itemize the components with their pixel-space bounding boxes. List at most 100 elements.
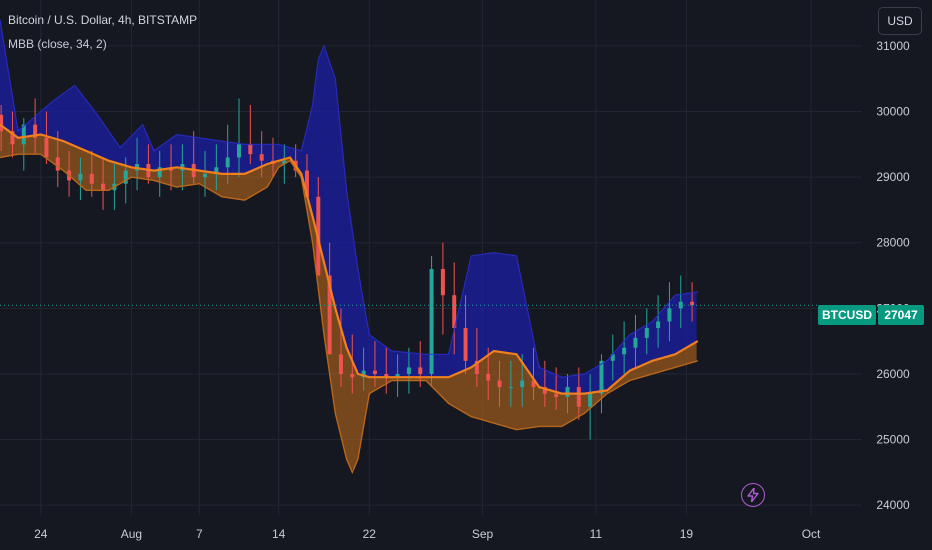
candle-body [486, 373, 491, 381]
x-tick-label: Sep [472, 527, 494, 541]
upper-band-line [0, 19, 698, 378]
candle [418, 341, 423, 388]
candle [248, 104, 253, 165]
indicator-label[interactable]: MBB (close, 34, 2) [8, 37, 107, 51]
candle [0, 104, 4, 151]
x-tick-label: 22 [363, 527, 377, 541]
candle-body [282, 160, 287, 165]
currency-button[interactable]: USD [878, 7, 922, 35]
candle [304, 154, 309, 197]
y-tick-label: 29000 [876, 170, 910, 184]
candle [531, 347, 536, 401]
candle-body [520, 380, 525, 388]
candle [497, 360, 502, 407]
lower-band-line [0, 153, 698, 475]
candle [89, 150, 94, 197]
candle-body [542, 387, 547, 394]
candle-body [225, 157, 230, 168]
candle-body [395, 373, 400, 378]
candle [633, 314, 638, 368]
candle-body [0, 114, 4, 132]
candle [406, 347, 411, 394]
band-lines [0, 19, 818, 475]
x-tick-label: 24 [34, 527, 48, 541]
candle-body [463, 328, 468, 361]
x-tick-label: Aug [121, 527, 142, 541]
candle-body [304, 170, 309, 197]
candle-body [690, 301, 695, 306]
candle-body [667, 308, 672, 322]
candle-body [497, 380, 502, 388]
candle-body [656, 321, 661, 329]
candle [101, 157, 106, 210]
candle-body [21, 124, 26, 145]
candle [463, 295, 468, 374]
candle-body [361, 370, 366, 378]
symbol-price-tag: BTCUSD [818, 305, 876, 325]
candle-body [372, 370, 377, 374]
candle-body [123, 170, 128, 184]
y-tick-label: 26000 [876, 367, 910, 381]
y-tick-label: 30000 [876, 105, 910, 119]
x-tick-label: 14 [272, 527, 286, 541]
candle-body [89, 173, 94, 184]
upper-band-fill [0, 19, 697, 394]
lightning-icon [747, 488, 759, 502]
y-tick-label: 28000 [876, 236, 910, 250]
alert-button[interactable] [741, 483, 765, 507]
candle [644, 308, 649, 355]
candle [372, 341, 377, 388]
candle-body [384, 373, 389, 378]
candle [384, 347, 389, 394]
candle [656, 295, 661, 348]
candle-body [44, 137, 49, 158]
candle-body [55, 157, 60, 171]
candle [157, 150, 162, 197]
candle [667, 282, 672, 342]
candle [203, 150, 208, 197]
last-price-label: 27047 [878, 305, 924, 325]
candle [429, 255, 434, 388]
candle [350, 334, 355, 394]
candle [440, 242, 445, 335]
candle [214, 144, 219, 191]
candle [327, 242, 332, 355]
candle [395, 354, 400, 397]
x-tick-label: Oct [802, 527, 821, 541]
y-tick-label: 31000 [876, 39, 910, 53]
candle-body [350, 373, 355, 378]
candle-body [565, 387, 570, 397]
y-tick-label: 24000 [876, 498, 910, 512]
candle-body [338, 354, 343, 374]
candle [338, 308, 343, 388]
candle [542, 360, 547, 407]
candle-body [610, 354, 615, 361]
basis-line [0, 123, 699, 395]
candle [622, 321, 627, 374]
candle-body [78, 173, 83, 181]
candle [610, 334, 615, 381]
candle-body [508, 387, 513, 389]
candle-body [203, 173, 208, 178]
y-tick-label: 25000 [876, 433, 910, 447]
candle-body [531, 380, 536, 388]
candle-body [237, 144, 242, 158]
candle-body [101, 183, 106, 191]
candle-body [622, 347, 627, 355]
chart-grid [0, 0, 862, 515]
candle [361, 347, 366, 391]
candle-body [474, 360, 479, 374]
candle-body [248, 144, 253, 155]
candle [237, 98, 242, 178]
candle-body [406, 367, 411, 374]
symbol-title[interactable]: Bitcoin / U.S. Dollar, 4h, BITSTAMP [8, 13, 198, 27]
candle-body [214, 167, 219, 174]
candle-body [452, 295, 457, 329]
candle [474, 328, 479, 388]
x-tick-label: 11 [590, 527, 603, 541]
x-tick-label: 19 [680, 527, 694, 541]
candle [508, 360, 513, 407]
candle-body [429, 268, 434, 374]
candle-body [440, 268, 445, 296]
